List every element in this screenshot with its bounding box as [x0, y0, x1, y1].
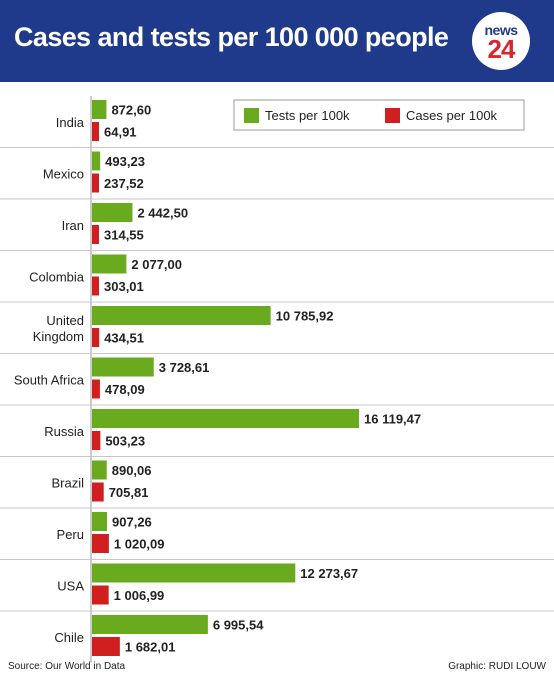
cases-bar — [92, 431, 101, 450]
cases-bar — [92, 276, 99, 296]
cases-value-label: 1 682,01 — [125, 640, 176, 655]
tests-bar — [92, 254, 127, 274]
category-label: United Kingdom — [33, 313, 84, 344]
tests-value-label: 493,23 — [105, 154, 145, 169]
cases-value-label: 303,01 — [104, 279, 144, 294]
tests-value-label: 2 077,00 — [131, 257, 182, 272]
category-label: Russia — [44, 424, 85, 439]
tests-bar — [92, 563, 296, 583]
legend-swatch-tests — [244, 108, 259, 123]
cases-bar — [92, 534, 109, 553]
logo-text-24: 24 — [487, 34, 516, 64]
legend-label-tests: Tests per 100k — [265, 108, 350, 123]
cases-value-label: 705,81 — [109, 485, 149, 500]
cases-value-label: 237,52 — [104, 176, 144, 191]
category-label: Colombia — [29, 269, 85, 284]
tests-bar — [92, 151, 101, 171]
cases-bar — [92, 585, 109, 605]
tests-value-label: 2 442,50 — [137, 206, 188, 221]
tests-bar — [92, 100, 107, 119]
tests-value-label: 872,60 — [111, 103, 151, 118]
tests-bar — [92, 409, 359, 428]
category-label: USA — [57, 578, 84, 593]
category-label: Iran — [62, 218, 84, 233]
cases-bar — [92, 225, 99, 244]
tests-value-label: 890,06 — [112, 463, 152, 478]
cases-bar — [92, 482, 104, 502]
legend-swatch-cases — [385, 108, 400, 123]
legend-box — [233, 99, 525, 131]
tests-value-label: 907,26 — [112, 515, 152, 530]
category-label: Brazil — [51, 475, 84, 490]
cases-value-label: 503,23 — [105, 434, 145, 449]
cases-value-label: 64,91 — [104, 125, 137, 140]
cases-bar — [92, 122, 99, 141]
tests-bar — [92, 460, 107, 480]
page-title: Cases and tests per 100 000 people — [14, 22, 449, 52]
tests-bar — [92, 357, 154, 377]
tests-value-label: 12 273,67 — [300, 566, 358, 581]
news24-logo: news 24 — [472, 12, 530, 70]
tests-value-label: 3 728,61 — [159, 360, 210, 375]
tests-bar — [92, 615, 208, 634]
logo-text-news: news — [484, 22, 518, 38]
cases-value-label: 478,09 — [105, 382, 145, 397]
cases-value-label: 434,51 — [104, 331, 144, 346]
category-label: Mexico — [43, 166, 84, 181]
category-label: South Africa — [14, 372, 85, 387]
tests-value-label: 6 995,54 — [213, 618, 264, 633]
graphic-credit: Graphic: RUDI LOUW — [448, 661, 546, 672]
tests-value-label: 10 785,92 — [276, 309, 334, 324]
cases-value-label: 1 006,99 — [114, 588, 165, 603]
cases-bar — [92, 328, 100, 347]
tests-bar — [92, 512, 108, 531]
header-banner: Cases and tests per 100 000 people news … — [0, 0, 554, 82]
tests-bar — [92, 203, 133, 222]
cases-bar — [92, 637, 120, 656]
cases-bar — [92, 173, 99, 193]
cases-bar — [92, 379, 100, 399]
category-label: India — [56, 115, 85, 130]
tests-value-label: 16 119,47 — [364, 412, 421, 427]
category-label: Chile — [54, 630, 84, 645]
tests-bar — [92, 306, 271, 325]
cases-value-label: 1 020,09 — [114, 537, 165, 552]
source-note: Source: Our World in Data — [8, 661, 126, 672]
cases-value-label: 314,55 — [104, 228, 144, 243]
legend-label-cases: Cases per 100k — [406, 108, 498, 123]
category-label: Peru — [57, 527, 84, 542]
